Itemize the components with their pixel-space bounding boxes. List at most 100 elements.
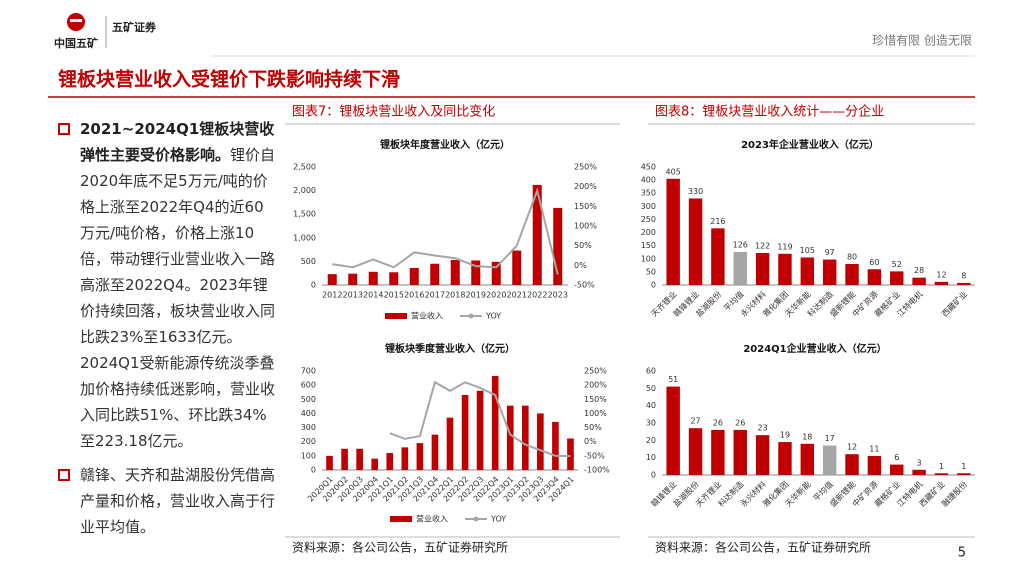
- data-label: 97: [825, 248, 835, 257]
- y-tick-label: 2,000: [293, 186, 316, 195]
- bar: [386, 453, 394, 470]
- figure-caption: 图表8：锂板块营业收入统计——分企业: [655, 104, 884, 120]
- bar: [755, 435, 770, 475]
- y2-tick-label: -100%: [584, 466, 610, 475]
- bar: [711, 228, 725, 285]
- bullet-text: 赣锋、天齐和盐湖股份凭借高产量和价格，营业收入高于行业平均值。: [80, 466, 276, 536]
- data-label: 18: [802, 432, 812, 441]
- legend-label: YOY: [485, 312, 501, 321]
- bar: [326, 455, 333, 470]
- bar: [867, 455, 882, 475]
- chart-title: 锂板块季度营业收入（亿元）: [385, 342, 515, 355]
- logo-text: 中国五矿: [54, 36, 98, 50]
- data-label: 216: [710, 217, 725, 226]
- data-label: 60: [869, 258, 879, 267]
- bar: [666, 386, 680, 475]
- y-tick-label: 350: [641, 189, 656, 198]
- bar: [431, 434, 439, 470]
- y-tick-label: 300: [301, 423, 316, 432]
- y-tick-label: 400: [301, 409, 316, 418]
- page-number: 5: [958, 546, 966, 561]
- data-label: 126: [733, 240, 748, 249]
- bar: [512, 250, 522, 285]
- bar: [755, 253, 770, 285]
- x-tick-label: 2013: [343, 291, 363, 300]
- y-tick-label: 50: [646, 384, 656, 393]
- y2-tick-label: 250%: [584, 367, 607, 376]
- data-label: 1: [961, 462, 966, 471]
- bar: [733, 429, 747, 475]
- bar: [778, 442, 792, 475]
- x-tick-label: 2017: [425, 291, 445, 300]
- data-label: 3: [917, 458, 922, 467]
- y2-tick-label: 250%: [574, 163, 597, 172]
- bullet-text: 锂价自2020年底不足5万元/吨的价格上涨至2022年Q4的近60万元/吨价格，…: [80, 146, 276, 450]
- data-label: 23: [758, 424, 768, 433]
- data-label: 119: [777, 242, 792, 251]
- bar: [845, 454, 859, 475]
- y-tick-label: 200: [641, 228, 656, 237]
- bar: [461, 395, 469, 470]
- legend-swatch: [390, 516, 412, 522]
- bar: [957, 282, 971, 285]
- bar: [890, 271, 904, 285]
- y2-tick-label: 0%: [584, 437, 597, 446]
- y-tick-label: 300: [641, 202, 656, 211]
- data-label: 51: [668, 375, 678, 384]
- y-tick-label: 0: [651, 281, 656, 290]
- y-tick-label: 0: [651, 471, 656, 480]
- bar: [553, 207, 563, 285]
- line: [389, 380, 571, 458]
- x-tick-label: 2018: [445, 291, 465, 300]
- data-label: 1: [939, 462, 944, 471]
- bar: [356, 448, 363, 470]
- legend-label: YOY: [490, 515, 506, 524]
- bar: [476, 390, 484, 470]
- data-label: 80: [847, 253, 857, 262]
- line: [332, 187, 559, 275]
- y-tick-label: 400: [641, 176, 656, 185]
- bar: [934, 281, 949, 285]
- y2-tick-label: 50%: [574, 241, 592, 250]
- bar: [822, 445, 837, 475]
- bullet: 2021~2024Q1锂板块营收弹性主要受价格影响。锂价自2020年底不足5万元…: [58, 116, 276, 454]
- x-tick-label: 2012: [322, 291, 342, 300]
- bar: [800, 443, 815, 475]
- bar: [446, 417, 454, 470]
- slide-title: 锂板块营业收入受锂价下跌影响持续下滑: [58, 68, 400, 91]
- bar: [688, 428, 703, 475]
- y2-tick-label: 200%: [574, 182, 597, 191]
- bar: [778, 253, 792, 285]
- legend-swatch: [385, 313, 407, 319]
- bar: [733, 251, 747, 285]
- bar: [711, 429, 725, 475]
- data-label: 122: [755, 242, 770, 251]
- y2-tick-label: -50%: [584, 451, 605, 460]
- y2-tick-label: 100%: [584, 409, 607, 418]
- bar: [666, 178, 680, 285]
- data-label: 26: [735, 418, 745, 427]
- bar: [409, 268, 419, 285]
- bar: [389, 272, 399, 285]
- bar: [491, 261, 501, 285]
- data-label: 105: [800, 246, 815, 255]
- legend-swatch: [473, 516, 479, 522]
- bar: [688, 198, 703, 285]
- bar: [912, 469, 926, 475]
- data-label: 12: [936, 270, 946, 279]
- bar: [537, 413, 544, 470]
- y-tick-label: 450: [641, 163, 656, 172]
- x-tick-label: 2015: [384, 291, 404, 300]
- bar: [567, 438, 574, 470]
- bar: [327, 274, 337, 285]
- source: 资料来源：各公司公告，五矿证券研究所: [655, 540, 871, 555]
- x-tick-label: 2021: [507, 291, 527, 300]
- y-tick-label: 500: [301, 257, 316, 266]
- bar: [450, 259, 460, 285]
- y-tick-label: 20: [646, 436, 656, 445]
- legend-label: 营业收入: [411, 311, 443, 321]
- y2-tick-label: 100%: [574, 222, 597, 231]
- bar: [934, 473, 949, 475]
- x-tick-label: 2020: [486, 291, 506, 300]
